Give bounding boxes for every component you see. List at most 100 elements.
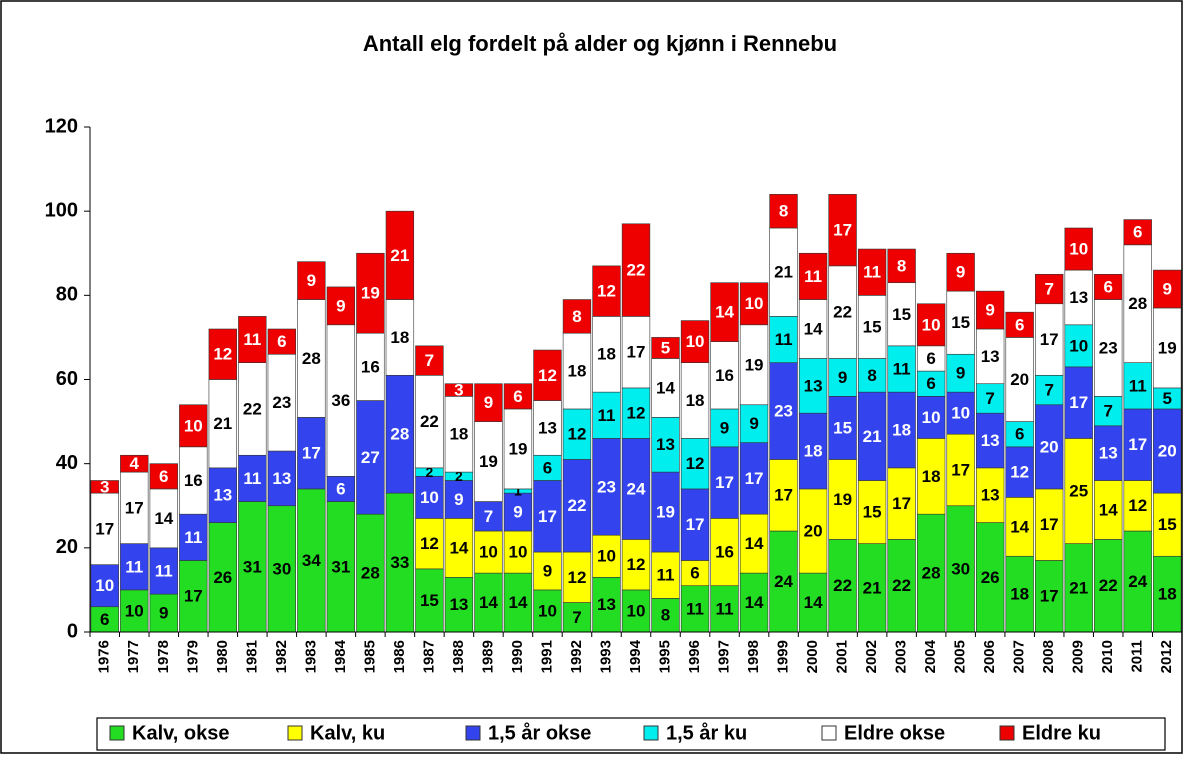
data-label: 23 — [597, 477, 616, 496]
data-label: 23 — [1099, 338, 1118, 357]
data-label: 9 — [513, 503, 522, 522]
data-label: 12 — [538, 366, 557, 385]
bar-segment — [798, 252, 828, 300]
x-tick-label: 2010 — [1099, 640, 1116, 673]
data-label: 5 — [1163, 389, 1172, 408]
data-label: 9 — [1163, 280, 1172, 299]
bar-segment — [444, 518, 474, 578]
bar-segment — [90, 480, 119, 494]
x-tick-label: 1987 — [420, 640, 437, 673]
bar-segment — [503, 492, 533, 532]
bar-segment — [179, 404, 208, 448]
data-label: 13 — [981, 486, 1000, 505]
data-label: 17 — [1069, 393, 1088, 412]
bar-segment — [1064, 543, 1093, 633]
data-label: 19 — [361, 284, 380, 303]
bar-segment — [857, 295, 887, 359]
data-label: 18 — [568, 362, 587, 381]
data-label: 10 — [597, 547, 616, 566]
x-tick-label: 2009 — [1070, 640, 1087, 673]
data-label: 9 — [749, 414, 758, 433]
data-label: 24 — [774, 572, 793, 591]
bar-segment — [710, 341, 739, 410]
bar-segment — [179, 560, 208, 633]
data-label: 13 — [213, 486, 232, 505]
data-label: 31 — [243, 557, 262, 576]
data-label: 6 — [1133, 223, 1142, 242]
bar-segment — [592, 576, 621, 633]
data-label: 5 — [661, 338, 670, 357]
data-label: 7 — [1044, 381, 1053, 400]
bar-segment — [562, 299, 592, 334]
data-label: 9 — [985, 301, 994, 320]
bar-segment — [946, 353, 975, 393]
bar-segment — [621, 539, 651, 591]
bar-segment — [208, 467, 237, 523]
data-label: 15 — [863, 503, 882, 522]
bar-segment — [562, 408, 592, 460]
data-label: 20 — [1010, 370, 1029, 389]
data-label: 11 — [657, 566, 675, 585]
bar-segment — [444, 576, 474, 633]
data-label: 6 — [543, 458, 552, 477]
x-tick-label: 1999 — [775, 640, 792, 673]
bar-segment — [916, 345, 946, 372]
data-label: 19 — [745, 355, 764, 374]
bar-segment — [533, 551, 562, 591]
bar-segment — [946, 433, 975, 507]
x-tick-label: 1980 — [214, 640, 231, 673]
data-label: 6 — [513, 387, 522, 406]
data-label: 16 — [715, 543, 734, 562]
y-tick-label: 100 — [45, 199, 78, 221]
bar-segment — [916, 370, 946, 397]
data-label: 15 — [863, 317, 882, 336]
data-label: 13 — [981, 347, 1000, 366]
data-label: 19 — [833, 490, 852, 509]
data-label: 7 — [1044, 280, 1053, 299]
data-label: 17 — [627, 343, 646, 362]
bar-segment — [828, 358, 857, 397]
data-label: 11 — [243, 469, 261, 488]
bar-segment — [415, 518, 444, 570]
data-label: 6 — [1103, 277, 1112, 296]
bar-segment — [857, 248, 887, 296]
data-label: 6 — [336, 479, 345, 498]
bar-segment — [828, 459, 857, 540]
bar-segment — [739, 572, 769, 633]
data-label: 33 — [390, 553, 409, 572]
data-label: 17 — [302, 444, 321, 463]
bar-segment — [739, 404, 769, 443]
data-label: 21 — [1069, 578, 1088, 597]
bar-segment — [739, 513, 769, 574]
data-label: 9 — [454, 490, 463, 509]
data-label: 17 — [1040, 330, 1059, 349]
data-label: 9 — [838, 368, 847, 387]
bar-segment — [592, 438, 621, 536]
bar-segment — [592, 265, 621, 317]
bar-segment — [798, 488, 828, 574]
bar-segment — [474, 530, 503, 574]
bar-segment — [90, 606, 119, 633]
bar-segment — [916, 303, 946, 347]
data-label: 30 — [951, 559, 970, 578]
bar-segment — [710, 282, 739, 342]
x-tick-label: 1978 — [155, 640, 172, 673]
data-label: 3 — [454, 381, 463, 400]
data-label: 12 — [1010, 463, 1029, 482]
legend-label: Kalv, okse — [132, 722, 229, 744]
bar-segment — [739, 324, 769, 406]
data-label: 17 — [125, 498, 144, 517]
bar-segment — [149, 547, 178, 595]
data-label: 13 — [656, 435, 675, 454]
data-label: 11 — [804, 267, 822, 286]
x-tick-label: 1983 — [302, 640, 319, 673]
bar-segment — [887, 248, 916, 284]
bar-segment — [297, 261, 326, 300]
data-label: 22 — [833, 303, 852, 322]
bar-segment — [503, 530, 533, 574]
data-label: 13 — [538, 418, 557, 437]
x-tick-label: 1976 — [96, 640, 113, 673]
data-label: 15 — [833, 418, 852, 437]
data-label: 17 — [538, 507, 557, 526]
data-label: 18 — [1010, 585, 1029, 604]
